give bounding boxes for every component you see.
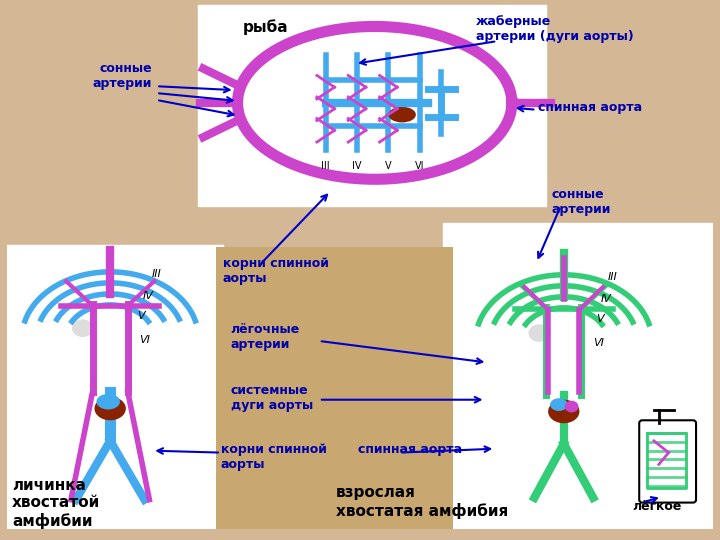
Ellipse shape xyxy=(388,107,416,123)
Text: сонные
артерии: сонные артерии xyxy=(93,63,153,90)
Text: V: V xyxy=(138,312,145,321)
Text: взрослая
хвостатая амфибия: взрослая хвостатая амфибия xyxy=(336,485,508,518)
Text: лёгочные
артерии: лёгочные артерии xyxy=(230,323,300,352)
Text: IV: IV xyxy=(601,294,612,304)
Text: жаберные
артерии (дуги аорты): жаберные артерии (дуги аорты) xyxy=(476,15,634,43)
Ellipse shape xyxy=(564,401,578,413)
Text: V: V xyxy=(596,314,604,325)
FancyBboxPatch shape xyxy=(639,420,696,503)
Text: личинка
хвостатой
амфибии: личинка хвостатой амфибии xyxy=(12,478,101,529)
Ellipse shape xyxy=(550,398,567,411)
Ellipse shape xyxy=(548,400,580,423)
Text: III: III xyxy=(151,269,161,279)
Ellipse shape xyxy=(528,325,550,342)
Text: III: III xyxy=(321,160,330,171)
Text: IV: IV xyxy=(143,291,153,301)
Text: сонные
артерии: сонные артерии xyxy=(551,188,611,216)
FancyBboxPatch shape xyxy=(216,247,453,529)
Text: системные
дуги аорты: системные дуги аорты xyxy=(230,384,313,412)
Text: спинная аорта: спинная аорта xyxy=(539,102,642,114)
Ellipse shape xyxy=(96,394,120,409)
Ellipse shape xyxy=(72,319,94,337)
Text: корни спинной
аорты: корни спинной аорты xyxy=(223,256,329,285)
Text: рыба: рыба xyxy=(243,19,288,35)
Text: III: III xyxy=(608,272,618,282)
Text: V: V xyxy=(385,160,392,171)
Text: спинная аорта: спинная аорта xyxy=(358,443,462,456)
Text: корни спинной
аорты: корни спинной аорты xyxy=(221,443,327,471)
Text: VI: VI xyxy=(593,338,604,348)
FancyBboxPatch shape xyxy=(444,224,713,529)
Text: лёгкое: лёгкое xyxy=(632,500,682,512)
FancyBboxPatch shape xyxy=(7,245,223,529)
Ellipse shape xyxy=(94,397,126,420)
Text: IV: IV xyxy=(352,160,362,171)
Text: VI: VI xyxy=(415,160,425,171)
FancyBboxPatch shape xyxy=(198,5,546,206)
Text: VI: VI xyxy=(140,335,150,345)
